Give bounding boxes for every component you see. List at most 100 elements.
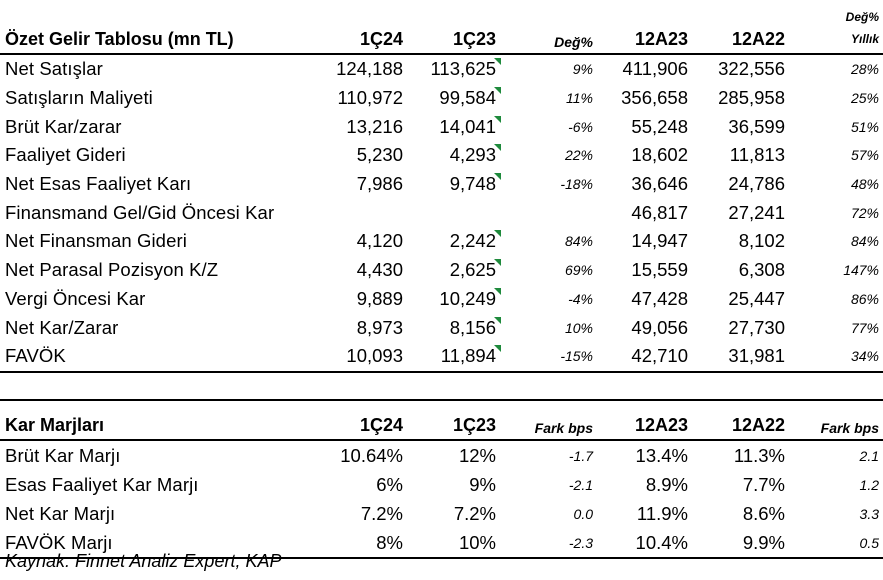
header-y1: 12A23 [593,0,688,55]
cell-q2: 99,584 [403,84,500,113]
cell-q2: 4,293 [403,141,500,170]
cell-yearly-change: 2.1 [859,447,879,464]
cell-q2: 10% [403,528,500,559]
cell-q1: 4,120 [356,230,403,252]
cell-change: 9% [572,61,593,78]
income-statement-table: Özet Gelir Tablosu (mn TL) 1Ç24 1Ç23 Değ… [0,0,883,373]
cell-y2: 11,813 [729,144,785,166]
cell-marker-value: 113,625 [430,58,497,80]
cell-change [500,198,593,227]
cell-y2: 9.9% [688,528,785,559]
margins-table: Kar Marjları 1Ç24 1Ç23 Fark bps 12A23 12… [0,399,883,559]
income-row: Net Finansman Gideri 4,120 2,242 84% 14,947 8… [0,227,883,256]
row-label: Net Kar Marjı [5,502,116,524]
cell-q1: 7.2% [360,502,403,524]
cell-marker-value: 4,293 [449,144,496,166]
cell-yearly-change: 51% [850,118,879,135]
row-label: Net Finansman Gideri [5,230,187,252]
cell-y2: 36,599 [728,115,785,137]
cell-y2: 25,447 [728,287,785,309]
cell-q2: 2,242 [403,227,500,256]
row-label: Finansmand Gel/Gid Öncesi Kar [5,201,275,223]
row-label: FAVÖK Marjı [0,528,320,559]
cell-yearly-change: 34% [785,341,883,373]
row-label: Net Satışlar [5,58,103,80]
cell-marker-value: 2,242 [449,230,496,252]
cell-yearly-change: 3.3 [859,505,879,522]
cell-change: -2.3 [500,528,593,559]
cell-change: -2.1 [568,476,593,493]
header-q2: 1Ç23 [403,0,500,55]
cell-yearly-change: 57% [850,147,879,164]
cell-marker-value: 2,625 [449,259,496,281]
cell-marker-value: 99,584 [439,87,496,109]
cell-yearly-change: 84% [850,233,879,250]
income-row: Net Esas Faaliyet Karı 7,986 9,748 -18% 36,6… [0,170,883,199]
cell-y1: 47,428 [631,287,688,309]
cell-change: 22% [564,147,593,164]
cell-y1: 356,658 [621,87,688,109]
cell-change: 0.0 [573,505,593,522]
cell-q1: 9,889 [356,287,403,309]
cell-q2 [403,198,500,227]
cell-q1: 8,973 [356,316,403,338]
margins-header-row: Kar Marjları 1Ç24 1Ç23 Fark bps 12A23 12… [0,400,883,441]
cell-y2: 8.6% [742,502,785,524]
cell-y1: 42,710 [593,341,688,373]
cell-yearly-change: 1.2 [859,476,879,493]
cell-q2: 12% [458,444,496,466]
cell-y1: 13.4% [635,444,688,466]
cell-q1: 13,216 [346,115,403,137]
row-label: Vergi Öncesi Kar [5,287,146,309]
source-note: Kaynak: Finnet Analiz Expert, KAP [5,551,282,571]
cell-y1: 55,248 [631,115,688,137]
cell-change: -15% [500,341,593,373]
header-q1: 1Ç24 [320,0,403,55]
cell-y2: 31,981 [688,341,785,373]
margins-header-y1: 12A23 [593,400,688,441]
row-label: Esas Faaliyet Kar Marjı [5,473,199,495]
cell-y1: 15,559 [631,259,688,281]
cell-q2: 7.2% [453,502,496,524]
cell-change: 69% [564,262,593,279]
margins-header-change: Fark bps [500,400,593,441]
cell-y2: 7.7% [742,473,785,495]
cell-q2: 8,156 [403,313,500,342]
cell-q2: 113,625 [403,54,500,84]
margins-header-yearly-change: Fark bps [785,400,883,441]
margins-header-q1: 1Ç24 [320,400,403,441]
cell-y2: 27,241 [728,201,785,223]
cell-marker-value: 9,748 [449,173,496,195]
cell-change: 84% [564,233,593,250]
cell-yearly-change: 86% [850,290,879,307]
cell-change: -1.7 [568,447,593,464]
margin-row: FAVÖK Marjı 8% 10% -2.3 10.4% 9.9% 0.5 [0,528,883,559]
cell-change: 11% [566,90,593,107]
cell-y2: 6,308 [738,259,785,281]
cell-change: -6% [568,118,593,135]
cell-y1: 11.9% [636,502,688,524]
cell-y1: 46,817 [631,201,688,223]
cell-q2: 10,249 [403,285,500,314]
row-label: Satışların Maliyeti [5,87,153,109]
row-label: FAVÖK [0,341,320,373]
row-label: Net Esas Faaliyet Karı [5,173,192,195]
row-label: Net Kar/Zarar [5,316,119,338]
cell-y1: 10.4% [593,528,688,559]
cell-q2: 14,041 [403,112,500,141]
income-table-title: Özet Gelir Tablosu (mn TL) [0,0,320,55]
cell-q2: 11,894 [403,341,500,373]
cell-q1: 4,430 [356,259,403,281]
cell-y1: 411,906 [622,58,689,80]
cell-change: -4% [568,290,593,307]
cell-yearly-change: 25% [850,90,879,107]
cell-q1 [320,198,403,227]
cell-change: 10% [564,319,593,336]
income-row: Faaliyet Gideri 5,230 4,293 22% 18,602 11,813… [0,141,883,170]
cell-y2: 285,958 [718,87,785,109]
cell-yearly-change: 0.5 [785,528,883,559]
cell-q2: 2,625 [403,256,500,285]
cell-y1: 49,056 [631,316,688,338]
margins-header-q2: 1Ç23 [403,400,500,441]
cell-q2: 9% [469,473,496,495]
